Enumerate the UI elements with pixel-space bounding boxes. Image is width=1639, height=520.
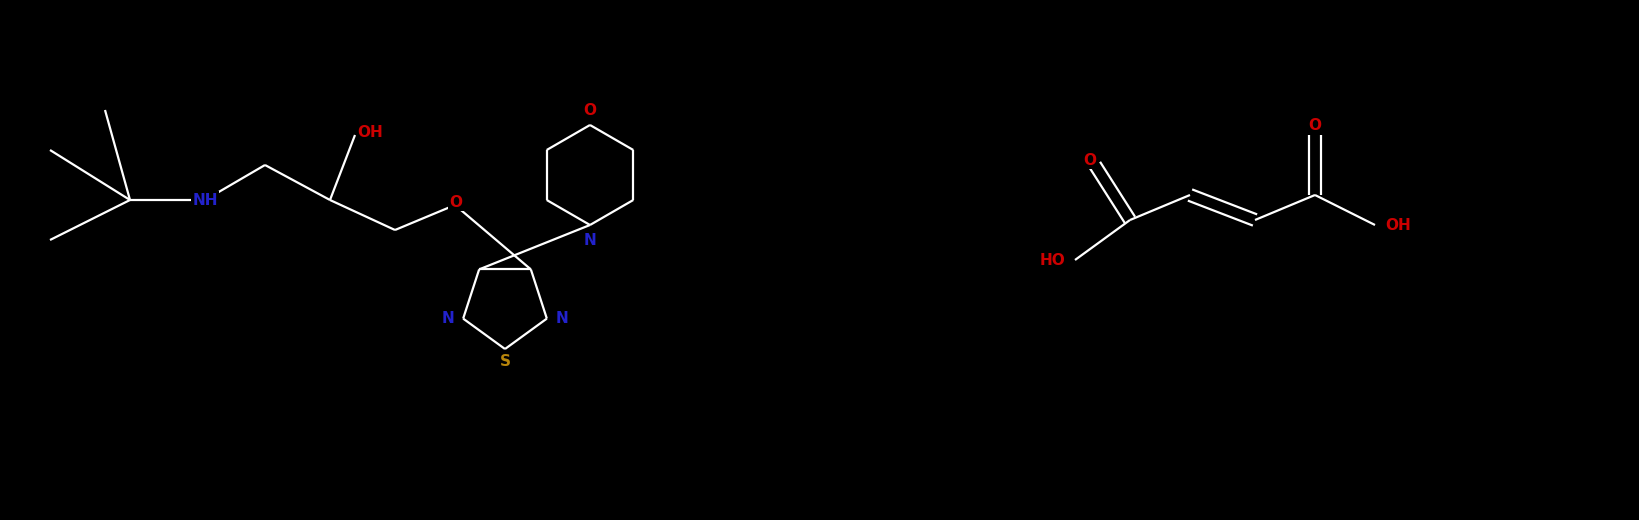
Text: NH: NH	[192, 192, 218, 207]
Text: OH: OH	[357, 124, 382, 139]
Text: O: O	[449, 194, 462, 210]
Text: O: O	[1308, 118, 1321, 133]
Text: N: N	[556, 311, 567, 326]
Text: N: N	[441, 311, 454, 326]
Text: HO: HO	[1039, 253, 1064, 267]
Text: N: N	[583, 232, 597, 248]
Text: OH: OH	[1385, 217, 1410, 232]
Text: O: O	[583, 102, 597, 118]
Text: O: O	[1083, 152, 1096, 167]
Text: S: S	[500, 355, 510, 370]
